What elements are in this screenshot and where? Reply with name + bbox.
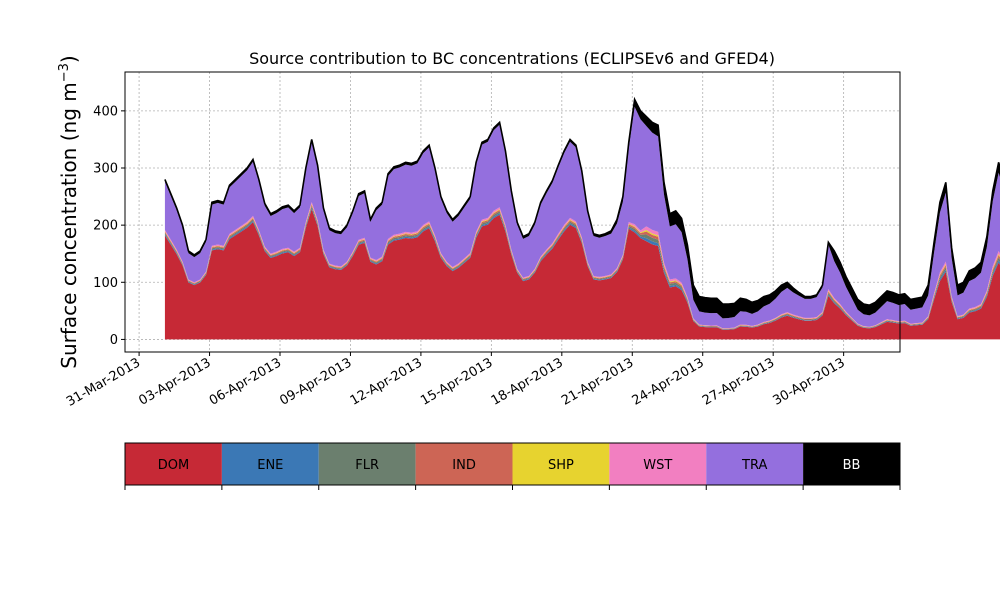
chart-title: Source contribution to BC concentrations… [249, 49, 775, 68]
x-tick-label: 21-Apr-2013 [559, 355, 636, 408]
y-axis: 0 100 200 300 400 [93, 104, 125, 348]
legend-label-tra: TRA [741, 458, 767, 473]
y-tick-label: 200 [93, 219, 118, 234]
y-tick-label: 300 [93, 162, 118, 177]
legend-label-wst: WST [643, 458, 672, 473]
x-tick-label: 03-Apr-2013 [136, 355, 213, 408]
legend-label-flr: FLR [355, 458, 379, 473]
x-tick-label: 30-Apr-2013 [771, 355, 848, 408]
plot-frame [124, 71, 901, 353]
legend-swatch-shp [512, 443, 610, 485]
legend-swatch-dom [125, 443, 222, 485]
x-tick-label: 06-Apr-2013 [207, 355, 284, 408]
legend-swatch-tra [706, 443, 804, 485]
x-tick-label: 27-Apr-2013 [700, 355, 777, 408]
total-outline [164, 96, 1000, 306]
legend-swatch-bb [803, 443, 900, 485]
x-tick-label: 12-Apr-2013 [348, 355, 425, 408]
y-axis-label: Surface concentration (ng m−3) [57, 55, 81, 368]
legend: DOM ENE FLR IND SHP WST TRA BB [124, 442, 901, 490]
y-tick-label: 400 [93, 104, 118, 119]
x-tick-label: 09-Apr-2013 [277, 355, 354, 408]
legend-label-ind: IND [452, 458, 476, 473]
x-tick-label: 15-Apr-2013 [418, 355, 495, 408]
x-tick-label: 24-Apr-2013 [630, 355, 707, 408]
stacked-areas [164, 96, 1000, 340]
y-tick-label: 0 [110, 333, 118, 348]
legend-label-dom: DOM [158, 458, 189, 473]
legend-swatch-wst [609, 443, 707, 485]
legend-label-bb: BB [843, 458, 861, 473]
legend-swatch-ene [221, 443, 319, 485]
legend-swatch-flr [318, 443, 416, 485]
legend-swatch-ind [415, 443, 513, 485]
y-tick-label: 100 [93, 276, 118, 291]
area-dom [164, 208, 1000, 340]
x-tick-label: 18-Apr-2013 [489, 355, 566, 408]
x-axis: 31-Mar-201303-Apr-201306-Apr-201309-Apr-… [64, 352, 848, 410]
legend-label-ene: ENE [257, 458, 283, 473]
area-tra [164, 106, 1000, 329]
area-wst [164, 202, 1000, 329]
legend-label-shp: SHP [548, 458, 574, 473]
